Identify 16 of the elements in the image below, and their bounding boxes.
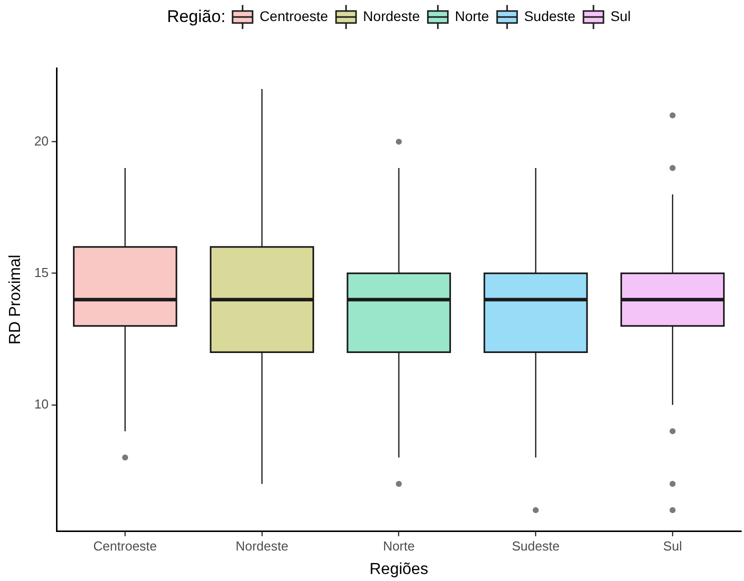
y-axis-title: RD Proximal bbox=[7, 254, 24, 344]
x-tick-label: Centroeste bbox=[93, 538, 157, 554]
legend-label: Centroeste bbox=[260, 8, 328, 24]
y-tick-label: 10 bbox=[34, 396, 49, 412]
y-tick-label: 15 bbox=[34, 264, 49, 280]
legend-title: Região: bbox=[166, 7, 226, 27]
legend-label: Nordeste bbox=[363, 8, 420, 24]
x-axis-title: Regiões bbox=[369, 560, 428, 578]
y-tick-label: 20 bbox=[34, 133, 49, 148]
legend-label: Sul bbox=[610, 8, 631, 24]
x-tick-label: Sul bbox=[663, 538, 682, 554]
x-tick-label: Norte bbox=[382, 538, 415, 554]
x-tick-label: Sudeste bbox=[512, 538, 560, 554]
x-tick-label: Nordeste bbox=[236, 538, 288, 554]
legend-label: Sudeste bbox=[524, 8, 576, 24]
legend-label: Norte bbox=[454, 8, 490, 24]
